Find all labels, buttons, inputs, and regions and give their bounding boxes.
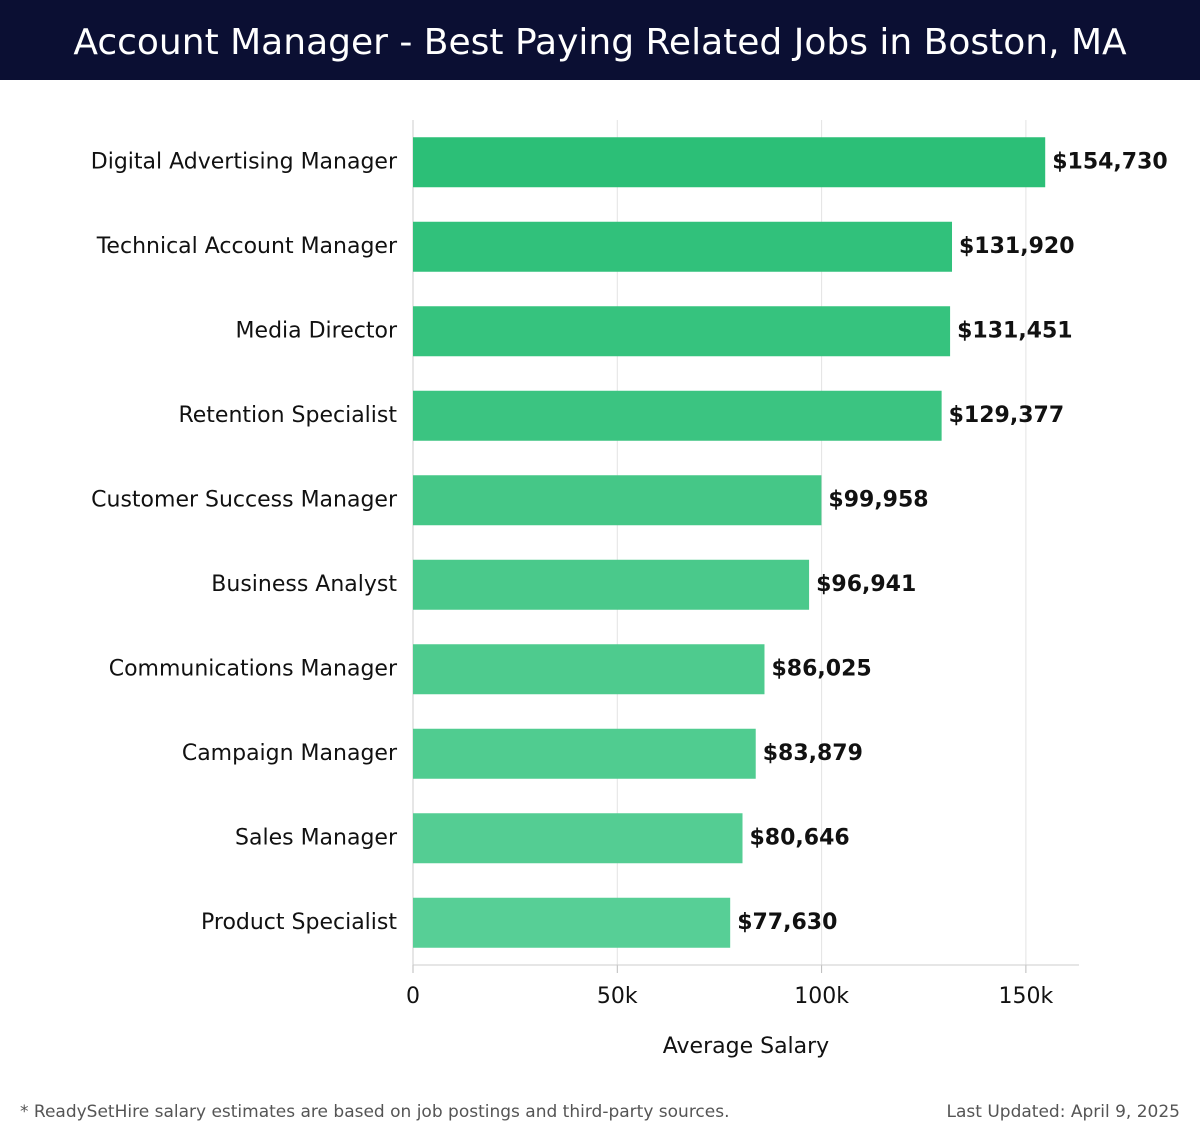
footnote: * ReadySetHire salary estimates are base… [20, 1102, 730, 1122]
category-label: Digital Advertising Manager [91, 149, 398, 174]
header-bar [0, 0, 1200, 80]
value-label: $154,730 [1052, 149, 1168, 174]
bar [413, 644, 765, 695]
bar [413, 813, 743, 864]
x-tick-label: 0 [406, 984, 420, 1009]
bar [413, 475, 822, 526]
category-label: Campaign Manager [182, 741, 398, 766]
x-tick-label: 100k [794, 984, 849, 1009]
category-label: Business Analyst [211, 572, 397, 597]
last-updated: Last Updated: April 9, 2025 [947, 1102, 1180, 1122]
value-label: $131,920 [959, 234, 1075, 259]
value-label: $96,941 [816, 572, 916, 597]
value-label: $129,377 [949, 403, 1065, 428]
x-tick-label: 150k [999, 984, 1054, 1009]
bar [413, 221, 953, 272]
category-label: Product Specialist [201, 910, 397, 935]
bar [413, 728, 756, 779]
category-label: Customer Success Manager [91, 487, 398, 512]
value-label: $80,646 [750, 825, 850, 850]
value-label: $83,879 [763, 741, 863, 766]
bar [413, 137, 1046, 188]
value-label: $99,958 [828, 487, 928, 512]
bar [413, 559, 810, 610]
x-axis-label: Average Salary [663, 1034, 829, 1059]
category-label: Sales Manager [235, 825, 398, 850]
x-tick-label: 50k [597, 984, 638, 1009]
value-label: $77,630 [737, 910, 837, 935]
category-label: Technical Account Manager [96, 234, 398, 259]
value-label: $86,025 [771, 656, 871, 681]
category-label: Retention Specialist [178, 403, 397, 428]
category-label: Communications Manager [109, 656, 398, 681]
bar [413, 390, 942, 441]
bar [413, 306, 951, 357]
category-label: Media Director [236, 318, 398, 343]
chart-title: Account Manager - Best Paying Related Jo… [73, 22, 1127, 63]
bar [413, 897, 731, 948]
value-label: $131,451 [957, 318, 1073, 343]
